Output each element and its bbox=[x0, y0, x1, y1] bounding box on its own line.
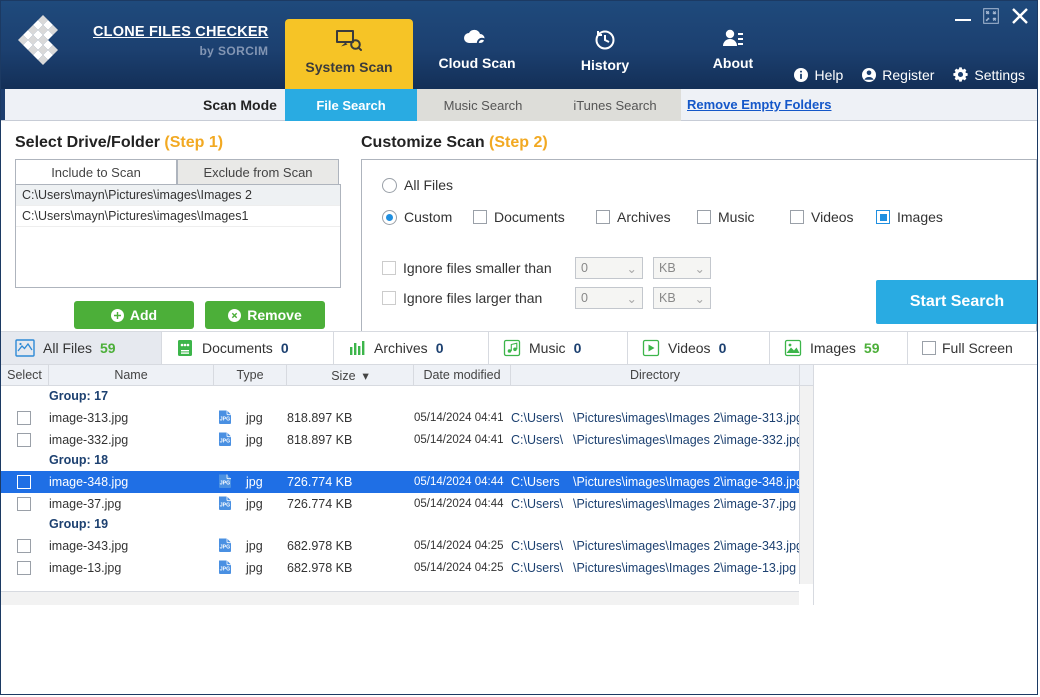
svg-text:JPG: JPG bbox=[220, 438, 230, 444]
svg-text:JPG: JPG bbox=[220, 416, 230, 422]
svg-text:JPG: JPG bbox=[220, 544, 230, 550]
svg-text:JPG: JPG bbox=[220, 480, 230, 486]
svg-text:JPG: JPG bbox=[220, 566, 230, 572]
svg-text:JPG: JPG bbox=[220, 502, 230, 508]
